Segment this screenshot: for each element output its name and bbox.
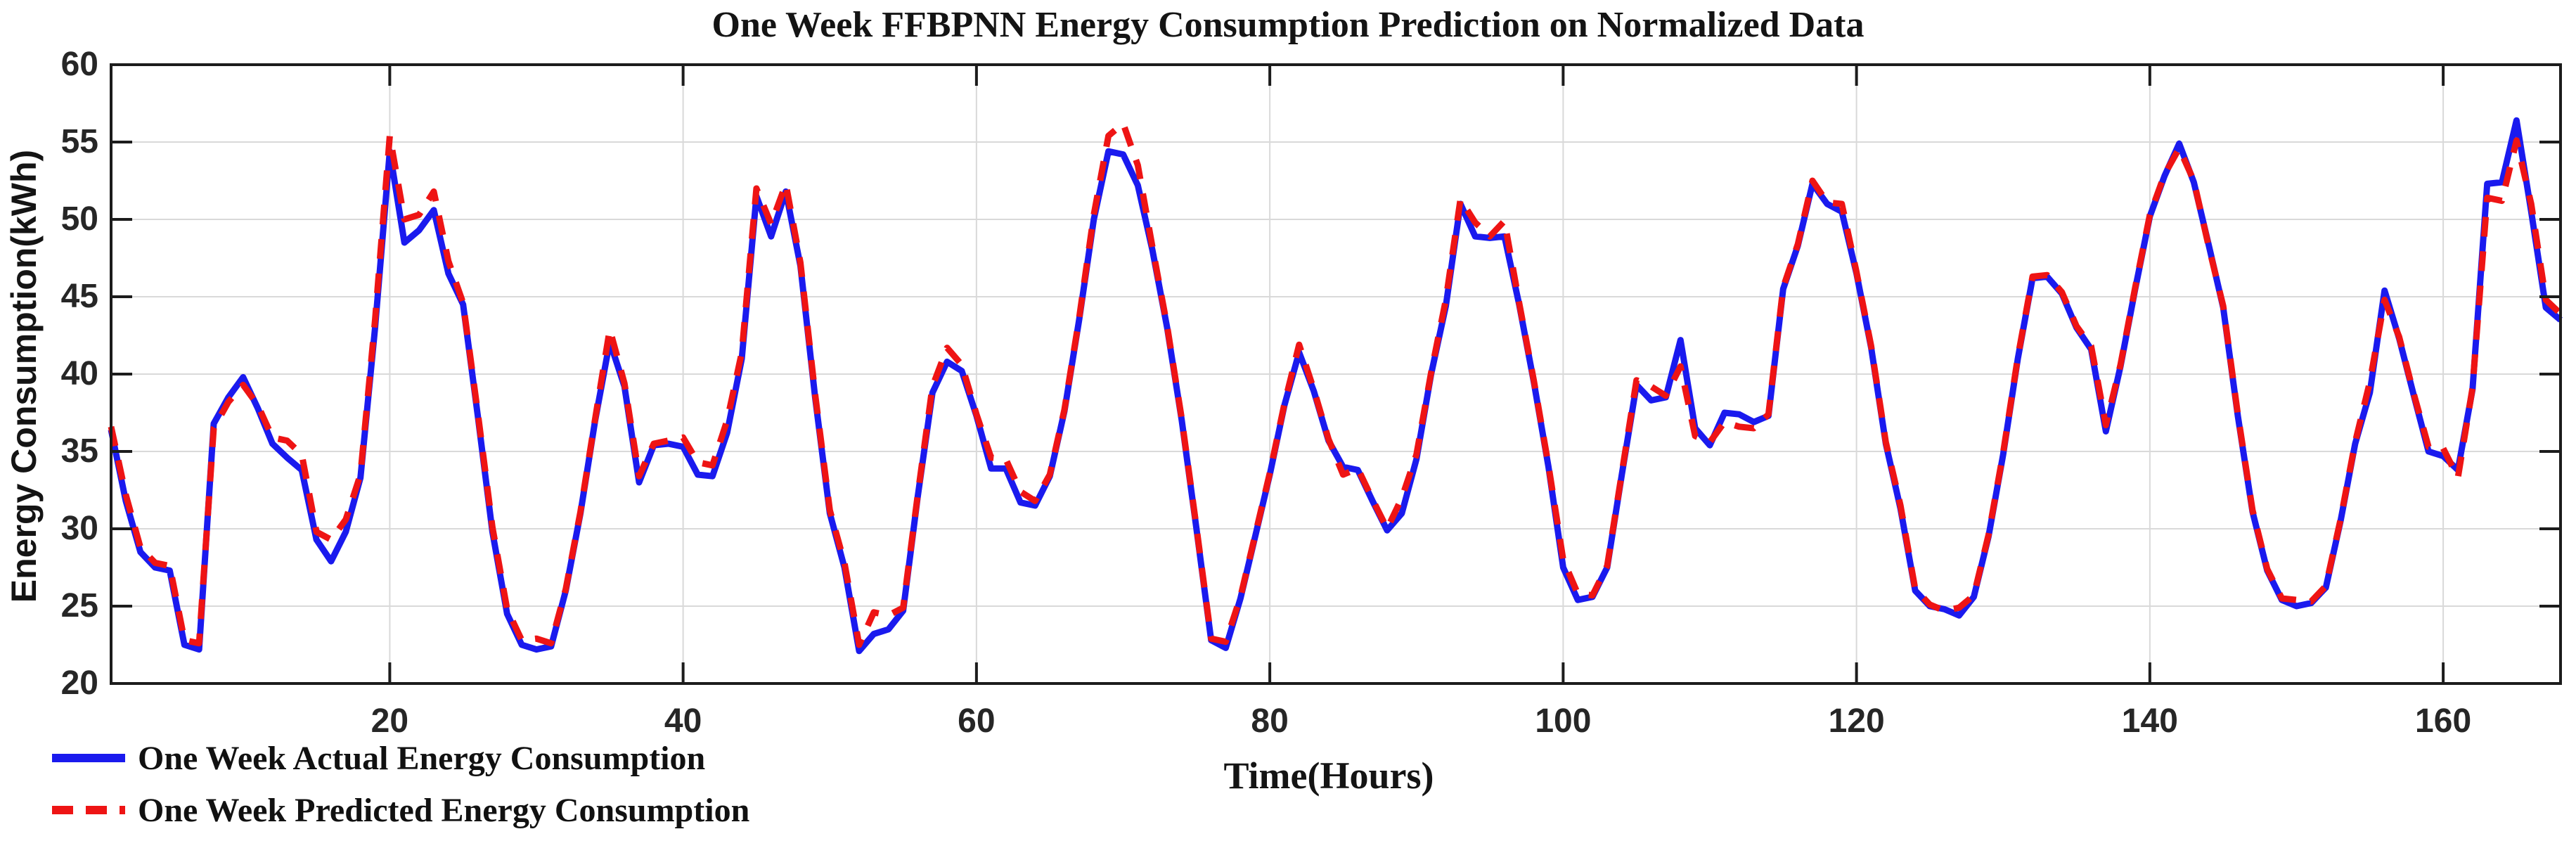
y-tick-label: 40 (60, 355, 98, 392)
legend-item-actual: One Week Actual Energy Consumption (49, 737, 705, 779)
y-tick-label: 30 (60, 510, 98, 547)
y-tick-label: 50 (60, 200, 98, 238)
y-tick-label: 35 (60, 432, 98, 470)
x-tick-label: 160 (2415, 702, 2472, 740)
x-tick-label: 140 (2121, 702, 2178, 740)
x-tick-label: 60 (958, 702, 996, 740)
x-tick-label: 20 (371, 702, 409, 740)
x-axis-label: Time(Hours) (1223, 755, 1434, 797)
legend-label-actual: One Week Actual Energy Consumption (138, 739, 706, 777)
x-tick-label: 100 (1535, 702, 1592, 740)
legend-item-predicted: One Week Predicted Energy Consumption (49, 789, 749, 831)
legend-swatch-predicted (52, 806, 125, 814)
x-tick-label: 120 (1828, 702, 1885, 740)
y-tick-label: 25 (60, 587, 98, 624)
y-tick-label: 55 (60, 123, 98, 160)
y-tick-label: 60 (60, 46, 98, 83)
chart-title: One Week FFBPNN Energy Consumption Predi… (711, 5, 1865, 45)
x-tick-label: 80 (1251, 702, 1289, 740)
legend-label-predicted: One Week Predicted Energy Consumption (138, 791, 750, 829)
y-tick-label: 45 (60, 278, 98, 315)
y-tick-label: 20 (60, 665, 98, 702)
x-tick-label: 40 (664, 702, 702, 740)
legend-swatch-actual (52, 754, 125, 762)
